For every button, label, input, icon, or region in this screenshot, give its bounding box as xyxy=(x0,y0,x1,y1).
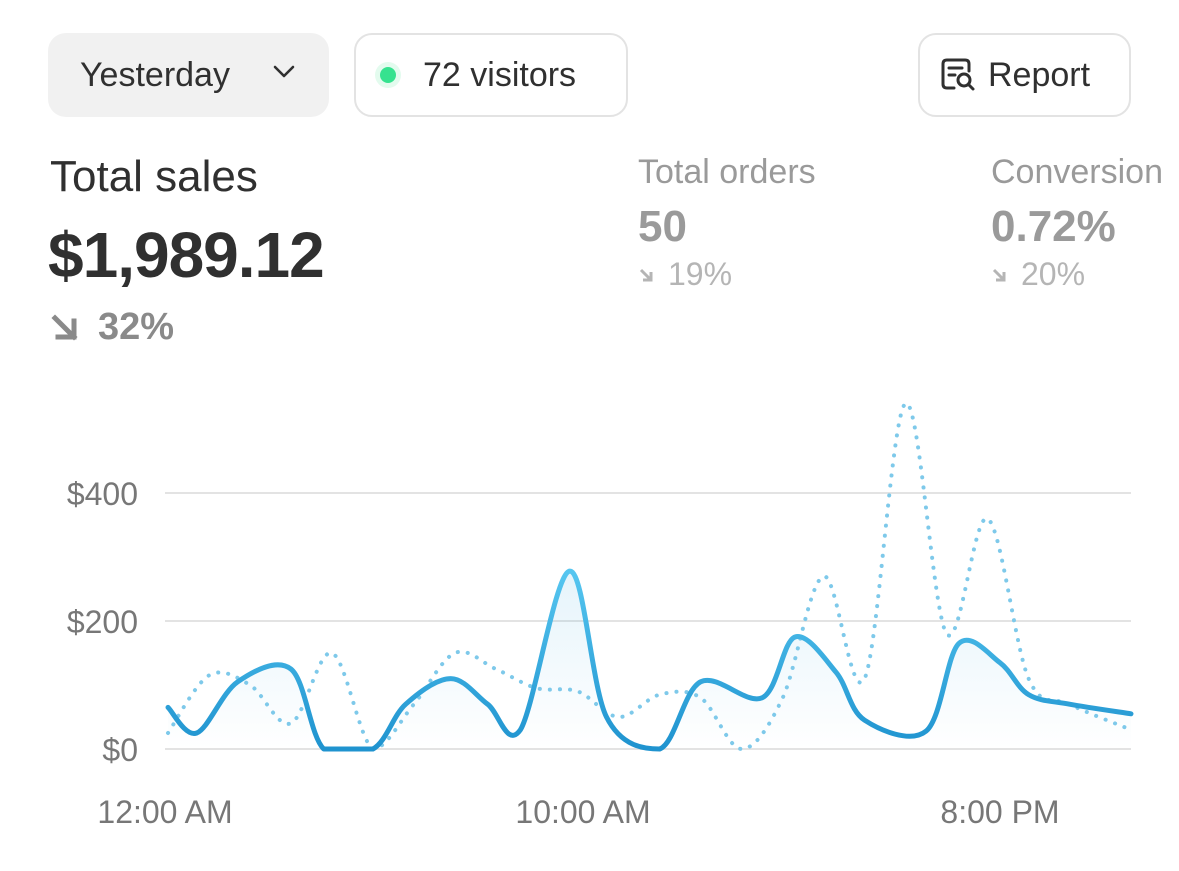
total-orders-label: Total orders xyxy=(638,153,816,191)
arrow-down-right-icon xyxy=(639,268,653,281)
conversion-change-value: 20% xyxy=(1021,256,1086,292)
series-line-current xyxy=(165,568,1134,752)
live-status-dot-icon xyxy=(380,67,396,83)
x-tick-label: 8:00 PM xyxy=(940,794,1059,830)
arrow-down-right-icon xyxy=(51,313,78,341)
total-sales-label: Total sales xyxy=(50,152,258,201)
x-tick-label: 10:00 AM xyxy=(515,794,650,830)
conversion-change: 20% xyxy=(991,256,1085,293)
conversion-value: 0.72% xyxy=(991,202,1116,251)
chevron-down-icon xyxy=(273,65,295,78)
sales-chart: $0 $200 $400 12:00 AM 10:00 AM 8:00 PM xyxy=(67,401,1134,830)
report-search-icon xyxy=(941,58,975,91)
y-tick-label: $0 xyxy=(102,732,138,768)
arrow-down-right-icon xyxy=(992,268,1006,281)
conversion-label: Conversion xyxy=(991,153,1163,191)
total-sales-change: 32% xyxy=(50,306,174,349)
report-button-label: Report xyxy=(988,55,1091,94)
total-orders-value: 50 xyxy=(638,202,687,251)
live-visitors-button[interactable]: 72 visitors xyxy=(354,33,628,117)
total-sales-value: $1,989.12 xyxy=(48,219,325,291)
period-select-label: Yesterday xyxy=(80,55,230,94)
y-tick-label: $400 xyxy=(67,476,138,512)
total-orders-change-value: 19% xyxy=(668,256,733,292)
report-button[interactable]: Report xyxy=(918,33,1131,117)
visitors-count: 72 visitors xyxy=(423,55,577,94)
series-line-previous xyxy=(166,401,1133,752)
total-sales-change-value: 32% xyxy=(98,306,175,348)
y-tick-label: $200 xyxy=(67,604,138,640)
total-orders-change: 19% xyxy=(638,256,732,293)
x-tick-label: 12:00 AM xyxy=(97,794,232,830)
period-select[interactable]: Yesterday xyxy=(48,33,329,117)
